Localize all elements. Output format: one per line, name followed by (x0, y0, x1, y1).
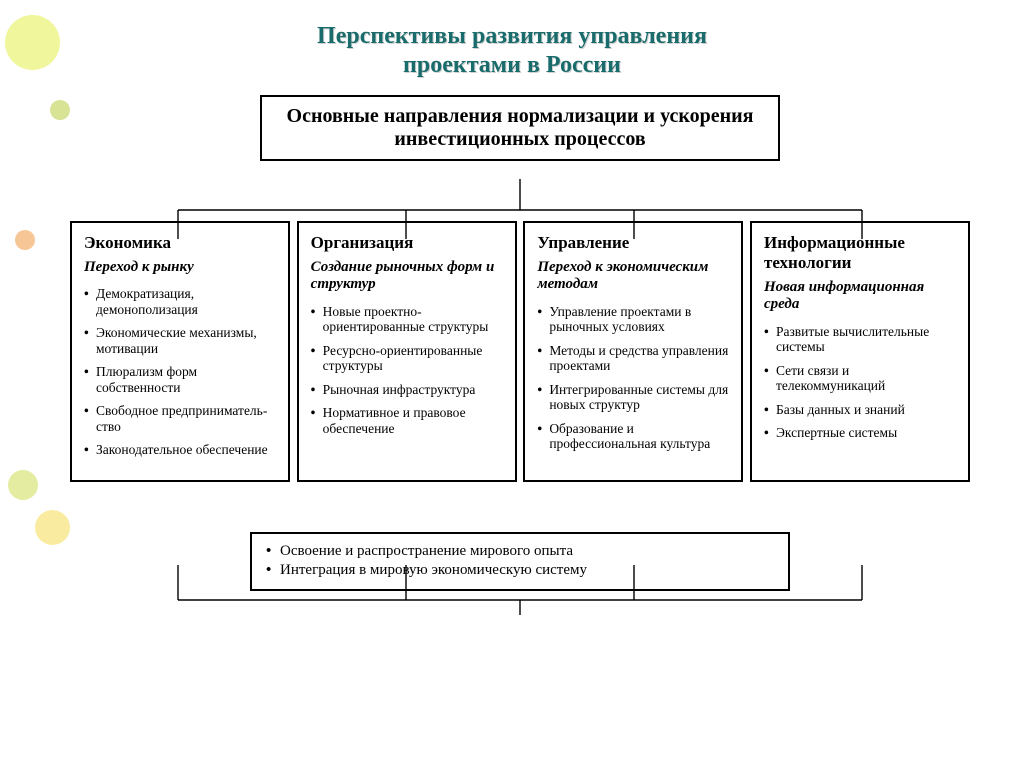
decoration-blob (8, 470, 38, 500)
list-item: Законодательное обеспечение (84, 442, 276, 458)
column-subtitle: Новая информационная среда (764, 279, 956, 314)
column-title: Экономика (84, 233, 276, 253)
bottom-box: Освоение и распространение мирового опыт… (250, 532, 790, 591)
list-item: Нормативное и правовое обеспечение (311, 405, 503, 436)
decoration-blob (50, 100, 70, 120)
list-item: Развитые вычислительные системы (764, 324, 956, 355)
list-item: Демократизация, демонополизация (84, 286, 276, 317)
column-title: Управление (537, 233, 729, 253)
column-list: Управление проекта­ми в рыночных условия… (537, 304, 729, 452)
column-management: Управление Переход к экономическим метод… (523, 221, 743, 482)
list-item: Сети связи и телекоммуникаций (764, 363, 956, 394)
columns-row: Экономика Переход к рынку Демократизация… (70, 221, 970, 482)
list-item: Экономические механизмы, мотивации (84, 325, 276, 356)
list-item: Рыночная инфраструктура (311, 382, 503, 398)
top-box-text: Основные направления нормализа­ции и уск… (287, 105, 754, 150)
column-title: Информацион­ные технологии (764, 233, 956, 273)
list-item: Новые проектно-ориентированные структуры (311, 304, 503, 335)
diagram-container: Основные направления нормализа­ции и уск… (70, 95, 970, 591)
list-item: Интеграция в мировую экономическую систе… (266, 561, 774, 581)
column-subtitle: Создание рыноч­ных форм и структур (311, 259, 503, 294)
list-item: Интегрированные системы для новых структ… (537, 382, 729, 413)
column-subtitle: Переход к экономическим методам (537, 259, 729, 294)
decoration-blob (35, 510, 70, 545)
column-list: Демократизация, демонополизация Экономич… (84, 286, 276, 458)
decoration-blob (15, 230, 35, 250)
list-item: Экспертные системы (764, 425, 956, 441)
list-item: Образование и профессиональная культура (537, 421, 729, 452)
bottom-list: Освоение и распространение мирового опыт… (266, 542, 774, 581)
column-list: Развитые вычислительные системы Сети свя… (764, 324, 956, 441)
list-item: Свободное предприниматель­ство (84, 403, 276, 434)
list-item: Освоение и распространение мирового опыт… (266, 542, 774, 562)
list-item: Ресурсно-ориентированные структуры (311, 343, 503, 374)
column-subtitle: Переход к рынку (84, 259, 276, 276)
title-line1: Перспективы развития управления (317, 23, 707, 49)
column-title: Организация (311, 233, 503, 253)
page-title: Перспективы развития управления проектам… (0, 0, 1024, 80)
list-item: Методы и средства управления проектами (537, 343, 729, 374)
column-organization: Организация Создание рыноч­ных форм и ст… (297, 221, 517, 482)
column-it: Информацион­ные технологии Новая информа… (750, 221, 970, 482)
decoration-blob (5, 15, 60, 70)
list-item: Базы данных и знаний (764, 402, 956, 418)
column-economy: Экономика Переход к рынку Демократизация… (70, 221, 290, 482)
list-item: Управление проекта­ми в рыночных условия… (537, 304, 729, 335)
list-item: Плюрализм форм собственности (84, 364, 276, 395)
title-line2: проектами в России (403, 52, 621, 78)
column-list: Новые проектно-ориентированные структуры… (311, 304, 503, 437)
top-box: Основные направления нормализа­ции и уск… (260, 95, 780, 161)
